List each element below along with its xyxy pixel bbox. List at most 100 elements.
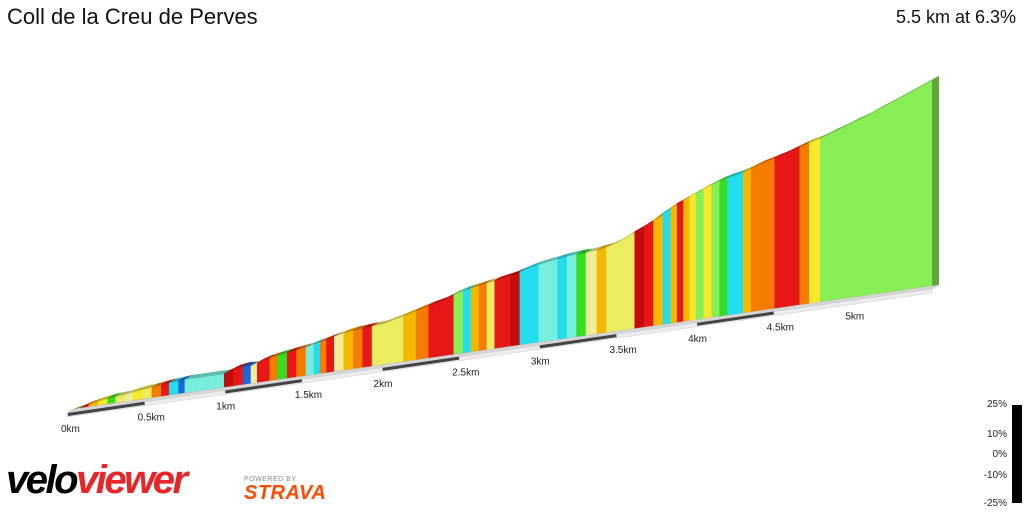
legend-label-minus-10: -10%: [983, 470, 1007, 481]
legend-label-25: 25%: [986, 399, 1007, 410]
profile-segment-face: [381, 319, 393, 369]
profile-segment-face: [352, 328, 363, 373]
profile-segment-face: [842, 121, 854, 303]
profile-segment-face: [269, 354, 279, 385]
profile-base: [66, 284, 940, 418]
profile-segment-face: [529, 263, 540, 348]
profile-segment-face: [774, 154, 783, 312]
climb-summary: 5.5 km at 6.3%: [895, 7, 1016, 27]
profile-segment-face: [510, 271, 521, 350]
profile-segment-face: [403, 310, 417, 366]
profile-segment-face: [831, 127, 843, 304]
gradient-legend: 25% 10% 0% -10% -25%: [964, 396, 1024, 512]
strava-logo: STRAVA: [244, 482, 327, 504]
profile-segment-face: [758, 160, 768, 315]
profile-segment-face: [809, 137, 821, 307]
profile-segment-face: [326, 336, 335, 377]
profile-segment-face: [296, 346, 307, 381]
profile-segment-face: [820, 132, 832, 306]
distance-tick-label: 1km: [216, 401, 235, 412]
profile-segment-face: [790, 145, 801, 310]
distance-band: [225, 379, 303, 394]
profile-segment-face: [334, 332, 345, 376]
profile-segment-face: [634, 225, 645, 332]
distance-band: [67, 401, 145, 416]
profile-segment-face: [676, 199, 684, 326]
profile-segment-face: [719, 177, 728, 320]
distance-band: [539, 334, 617, 349]
legend-color-bar: [1012, 405, 1022, 503]
profile-segment-face: [711, 180, 720, 321]
distance-ticks: 0km 0.5km 1km 1.5km 2km 2.5km 3km 3.5km 4km 4.5km…: [61, 311, 864, 435]
strava-badge: POWERED BY STRAVA: [244, 476, 326, 505]
profile-segment-face: [453, 290, 464, 358]
profile-segment-face: [494, 277, 503, 353]
profile-segment-face: [766, 157, 776, 314]
profile-segment-face: [319, 339, 327, 378]
profile-segment-face: [428, 300, 442, 362]
profile-segment-face: [683, 195, 691, 325]
profile-segment-face: [502, 275, 511, 351]
profile-segment-face: [606, 242, 617, 337]
profile-segment-face: [557, 255, 568, 344]
profile-segments: [66, 75, 940, 414]
distance-tick-label: 1.5km: [295, 390, 322, 401]
profile-segment-face: [470, 285, 480, 356]
profile-segment-face: [547, 258, 558, 345]
distance-tick-label: 4km: [688, 334, 707, 345]
profile-segment-face: [799, 141, 810, 309]
distance-tick-label: 2km: [374, 379, 393, 390]
profile-segment-face: [343, 330, 354, 374]
profile-segment-face: [538, 261, 549, 346]
profile-segment-face: [576, 252, 587, 341]
profile-segment-face: [735, 171, 744, 318]
distance-tick-label: 0.5km: [138, 413, 165, 424]
distance-tick-label: 0km: [61, 424, 80, 435]
logo-velo: velo: [6, 458, 79, 502]
profile-segment-face: [689, 192, 697, 325]
profile-segment-face: [695, 187, 705, 324]
distance-tick-label: 4.5km: [767, 323, 794, 334]
profile-segment-face: [519, 267, 530, 349]
profile-segment-face: [585, 249, 598, 339]
profile-segment-face: [890, 79, 933, 296]
powered-by-text: POWERED BY: [244, 476, 297, 483]
profile-segment-face: [596, 246, 607, 338]
distance-tick-label: 5km: [845, 311, 864, 322]
profile-segment-face: [263, 357, 271, 386]
distance-tick-label: 3.5km: [609, 345, 636, 356]
profile-segment-face: [478, 282, 488, 355]
profile-segment-face: [566, 253, 577, 342]
profile-segment-face: [782, 150, 791, 311]
veloviewer-logo: veloviewer: [6, 458, 188, 503]
legend-label-minus-25: -25%: [983, 498, 1007, 509]
legend-label-0: 0%: [992, 449, 1007, 460]
profile-segment-face: [727, 174, 736, 319]
profile-end-cap: [932, 75, 939, 290]
distance-band: [382, 356, 460, 371]
logo-viewer: viewer: [76, 458, 188, 502]
profile-segment-face: [670, 203, 678, 327]
veloviewer-branding: veloviewer POWERED BY STRAVA: [6, 458, 336, 508]
legend-label-10: 10%: [986, 429, 1007, 440]
profile-segment-face: [313, 341, 321, 378]
profile-segment-face: [865, 108, 879, 299]
profile-segment-face: [750, 163, 760, 316]
profile-segment-face: [853, 115, 867, 301]
distance-tick-label: 3km: [531, 356, 550, 367]
profile-segment-face: [371, 323, 382, 370]
profile-segment-face: [878, 102, 892, 298]
distance-band: [696, 311, 774, 326]
profile-segment-face: [286, 349, 297, 382]
profile-segment-face: [653, 212, 664, 330]
profile-segment-face: [415, 305, 430, 364]
profile-segment-face: [392, 315, 404, 367]
profile-segment-face: [625, 231, 636, 334]
profile-segment-face: [441, 294, 455, 360]
profile-segment-face: [742, 167, 752, 317]
profile-segment-face: [305, 343, 315, 380]
profile-segment-face: [362, 326, 373, 371]
profile-segment-face: [703, 184, 713, 323]
distance-tick-label: 2.5km: [452, 368, 479, 379]
profile-segment-face: [615, 237, 626, 335]
